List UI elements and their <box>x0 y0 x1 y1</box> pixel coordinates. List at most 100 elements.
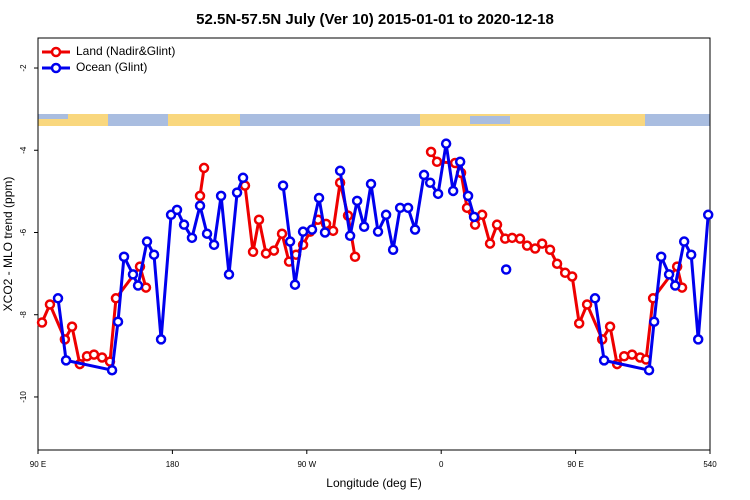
point <box>268 245 280 256</box>
x-tick-label: 0 <box>439 460 444 469</box>
point <box>171 204 183 216</box>
point <box>44 299 56 310</box>
point <box>655 251 667 262</box>
point <box>155 334 167 345</box>
point <box>387 244 399 256</box>
y-axis-label: XCO2 - MLO trend (ppm) <box>1 177 15 312</box>
point <box>365 178 377 190</box>
x-tick-label: 90 E <box>567 460 583 469</box>
point <box>544 244 556 256</box>
point <box>669 280 681 291</box>
point <box>702 209 714 221</box>
y-tick-label: -10 <box>19 391 28 403</box>
y-tick-label: -2 <box>19 64 28 72</box>
point <box>424 177 436 188</box>
point <box>521 240 533 251</box>
point <box>127 269 139 280</box>
x-tick-label: 90 E <box>30 460 46 469</box>
series-line <box>40 151 684 366</box>
point <box>66 321 78 332</box>
point <box>425 146 437 158</box>
point <box>215 190 227 202</box>
x-tick-label: 540 <box>703 460 717 469</box>
point <box>431 156 443 168</box>
point <box>194 190 206 202</box>
point <box>112 316 124 327</box>
point <box>432 188 444 200</box>
point <box>454 156 466 168</box>
point <box>604 321 616 332</box>
point <box>334 165 346 177</box>
point <box>447 185 459 197</box>
point <box>462 190 474 202</box>
legend-marker <box>50 62 62 74</box>
point <box>186 232 198 244</box>
point <box>306 224 318 235</box>
point <box>96 352 108 363</box>
point <box>500 264 512 275</box>
point <box>52 293 64 304</box>
point <box>36 317 48 328</box>
point <box>484 238 496 249</box>
point <box>589 293 601 304</box>
point <box>692 334 704 345</box>
point <box>237 172 249 184</box>
y-tick-label: -4 <box>19 146 28 154</box>
point <box>289 279 301 290</box>
y-tick-label: -8 <box>19 311 28 319</box>
point <box>648 316 660 327</box>
point <box>566 271 578 282</box>
point <box>536 238 548 249</box>
point <box>277 180 289 191</box>
point <box>276 228 288 239</box>
point <box>409 224 421 235</box>
point <box>514 233 526 244</box>
point <box>327 225 339 237</box>
point <box>551 258 563 269</box>
point <box>626 349 638 360</box>
point <box>132 280 144 291</box>
point <box>208 239 220 251</box>
point <box>468 211 480 223</box>
point <box>178 219 190 230</box>
plot-frame <box>37 37 711 451</box>
point <box>663 269 675 280</box>
point <box>231 187 243 198</box>
point <box>88 349 100 360</box>
point <box>118 251 130 262</box>
point <box>284 236 296 247</box>
point <box>201 228 213 239</box>
x-tick-label: 180 <box>166 460 180 469</box>
point <box>141 236 153 247</box>
point <box>685 249 697 260</box>
point <box>440 138 452 149</box>
point <box>351 195 363 207</box>
point <box>349 251 361 262</box>
point <box>598 355 610 366</box>
point <box>247 246 259 258</box>
point <box>418 169 430 181</box>
point <box>223 269 235 280</box>
point <box>344 230 356 242</box>
point <box>319 227 331 238</box>
point <box>380 209 392 221</box>
chart-title: 52.5N-57.5N July (Ver 10) 2015-01-01 to … <box>196 11 554 28</box>
point <box>581 299 593 310</box>
point <box>194 200 206 212</box>
x-axis-label: Longitude (deg E) <box>326 476 421 490</box>
point <box>402 202 414 214</box>
point <box>643 364 655 376</box>
point <box>476 209 488 221</box>
point <box>678 236 690 247</box>
point <box>60 355 72 366</box>
point <box>573 318 585 329</box>
point <box>372 226 384 237</box>
map-strip <box>38 114 710 126</box>
point <box>529 243 541 254</box>
point <box>198 162 210 174</box>
legend-marker <box>50 46 62 58</box>
legend-label: Land (Nadir&Glint) <box>76 44 175 58</box>
point <box>313 192 325 204</box>
point <box>491 219 503 230</box>
